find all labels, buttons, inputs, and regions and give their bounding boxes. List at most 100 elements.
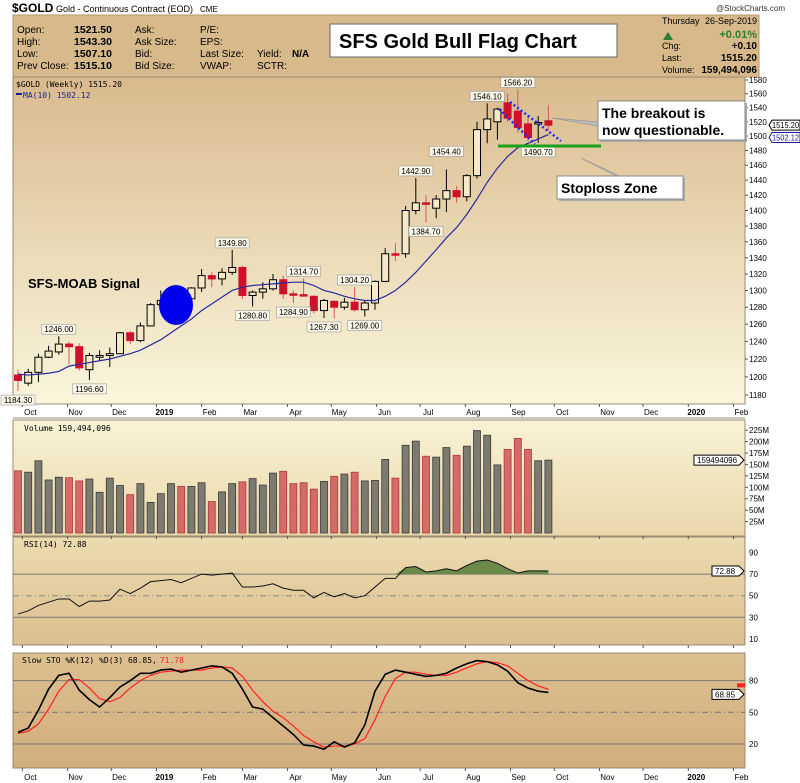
candle-body <box>258 288 267 293</box>
price-label: 1269.00 <box>347 320 383 331</box>
quote-field-value: 1507.10 <box>74 48 112 60</box>
volume-bar <box>126 494 135 534</box>
candle <box>289 290 298 304</box>
volume-bar <box>422 455 430 534</box>
candle-body <box>228 266 237 273</box>
price-label-text: 1442.90 <box>401 167 430 176</box>
price-label: 1490.70 <box>520 146 556 158</box>
volume-bar <box>309 488 318 534</box>
price-label-text: 1454.40 <box>432 147 461 156</box>
volume-tick-label: 175M <box>749 449 769 458</box>
volume-bar <box>411 440 420 534</box>
price-label-box <box>214 237 250 249</box>
price-label-box <box>398 165 434 177</box>
volume-tag-box <box>693 454 745 466</box>
flag-lower-line <box>498 108 536 145</box>
price-label: 1196.60 <box>72 383 107 395</box>
candle-body <box>299 294 308 297</box>
candle-body <box>14 374 22 381</box>
quote-field-label: SCTR: <box>257 61 287 72</box>
volume-bar <box>228 483 237 534</box>
volume-bar <box>156 493 165 534</box>
rsi-tag-text: 72.88 <box>715 567 736 576</box>
volume-bar <box>269 472 277 534</box>
candle <box>228 249 237 275</box>
candle <box>381 248 390 283</box>
rsi-tick-label: 50 <box>749 592 758 601</box>
price-label: 1284.90 <box>276 306 311 318</box>
volume-panel <box>12 419 746 537</box>
sto-legend: Slow STO %K(12) %D(3) 68.85, 71.78 <box>22 656 184 665</box>
price-label: 1304.20 <box>337 274 372 286</box>
volume-bar <box>371 480 379 534</box>
candle-body <box>401 210 410 255</box>
volume-bar <box>432 456 441 534</box>
volume-bar <box>483 434 492 534</box>
candle <box>330 300 339 319</box>
candle <box>218 268 226 286</box>
signal-label: SFS-MOAB Signal <box>28 276 140 291</box>
price-tick-label: 1460 <box>749 161 767 170</box>
price-label-text: 1269.00 <box>350 322 379 331</box>
price-tick-label: 1220 <box>749 355 767 364</box>
candle-body <box>105 353 114 356</box>
candle <box>309 295 318 314</box>
month-label: Nov <box>600 408 614 417</box>
candle-body <box>54 343 63 353</box>
candle-body <box>371 280 379 304</box>
candle <box>75 343 84 371</box>
sto-legend-k: Slow STO %K(12) %D(3) 68.85, <box>22 656 157 665</box>
candle-body <box>350 301 359 311</box>
volume-bar <box>95 491 104 534</box>
month-label: Nov <box>68 773 82 782</box>
candle-body <box>462 175 471 198</box>
price-label: 1314.70 <box>286 266 321 277</box>
volume-bar <box>350 471 359 534</box>
candle-body <box>483 118 492 131</box>
candle-body <box>391 253 400 256</box>
volume-bar <box>401 444 410 534</box>
volume-bar <box>513 438 522 534</box>
price-tick-label: 1360 <box>749 238 767 247</box>
sto-legend-d: 71.78 <box>160 656 184 665</box>
month-label: Apr <box>289 408 302 417</box>
volume-value: 159,494,096 <box>701 65 757 76</box>
candle <box>391 243 400 261</box>
volume-bar <box>524 448 532 534</box>
rsi-legend: RSI(14) 72.88 <box>24 540 87 549</box>
sto-tick-label: 80 <box>749 677 758 686</box>
quote-field-label: VWAP: <box>200 61 232 72</box>
candle-body <box>513 110 522 128</box>
candle <box>513 89 522 133</box>
symbol-description: Gold - Continuous Contract (EOD) <box>56 4 193 14</box>
candle-body <box>116 332 124 355</box>
candle <box>371 280 379 310</box>
price-label: 1566.20 <box>500 77 536 88</box>
sto-k-tag-box <box>711 688 745 700</box>
price-label-text: 1246.00 <box>44 325 73 334</box>
ma-tag: 1502.12 <box>768 132 800 144</box>
candle <box>14 369 22 392</box>
price-tick-label: 1380 <box>749 222 767 231</box>
price-tick-label: 1180 <box>749 391 767 400</box>
ma-tag-text: 1502.12 <box>772 134 800 143</box>
price-tick-label: 1440 <box>749 176 767 185</box>
volume-bar <box>54 476 63 534</box>
price-tick-label: 1500 <box>749 132 767 141</box>
month-label: Mar <box>244 773 258 782</box>
price-label-text: 1314.70 <box>289 267 318 276</box>
month-label: Feb <box>203 408 217 417</box>
breakout-line1: The breakout is <box>602 105 706 121</box>
month-label: Dec <box>644 773 658 782</box>
quote-field-label: High: <box>17 37 40 48</box>
volume-tick-label: 50M <box>749 506 765 515</box>
sto-k-tag-text: 68.85 <box>715 690 736 699</box>
price-label-text: 1267.30 <box>310 323 339 332</box>
volume-bar <box>503 448 512 534</box>
flag-upper-line <box>509 101 562 142</box>
candle-body <box>473 129 481 177</box>
volume-bar <box>14 470 22 534</box>
candle-body <box>65 343 73 348</box>
breakout-box <box>597 100 746 141</box>
month-label: Jun <box>378 773 391 782</box>
